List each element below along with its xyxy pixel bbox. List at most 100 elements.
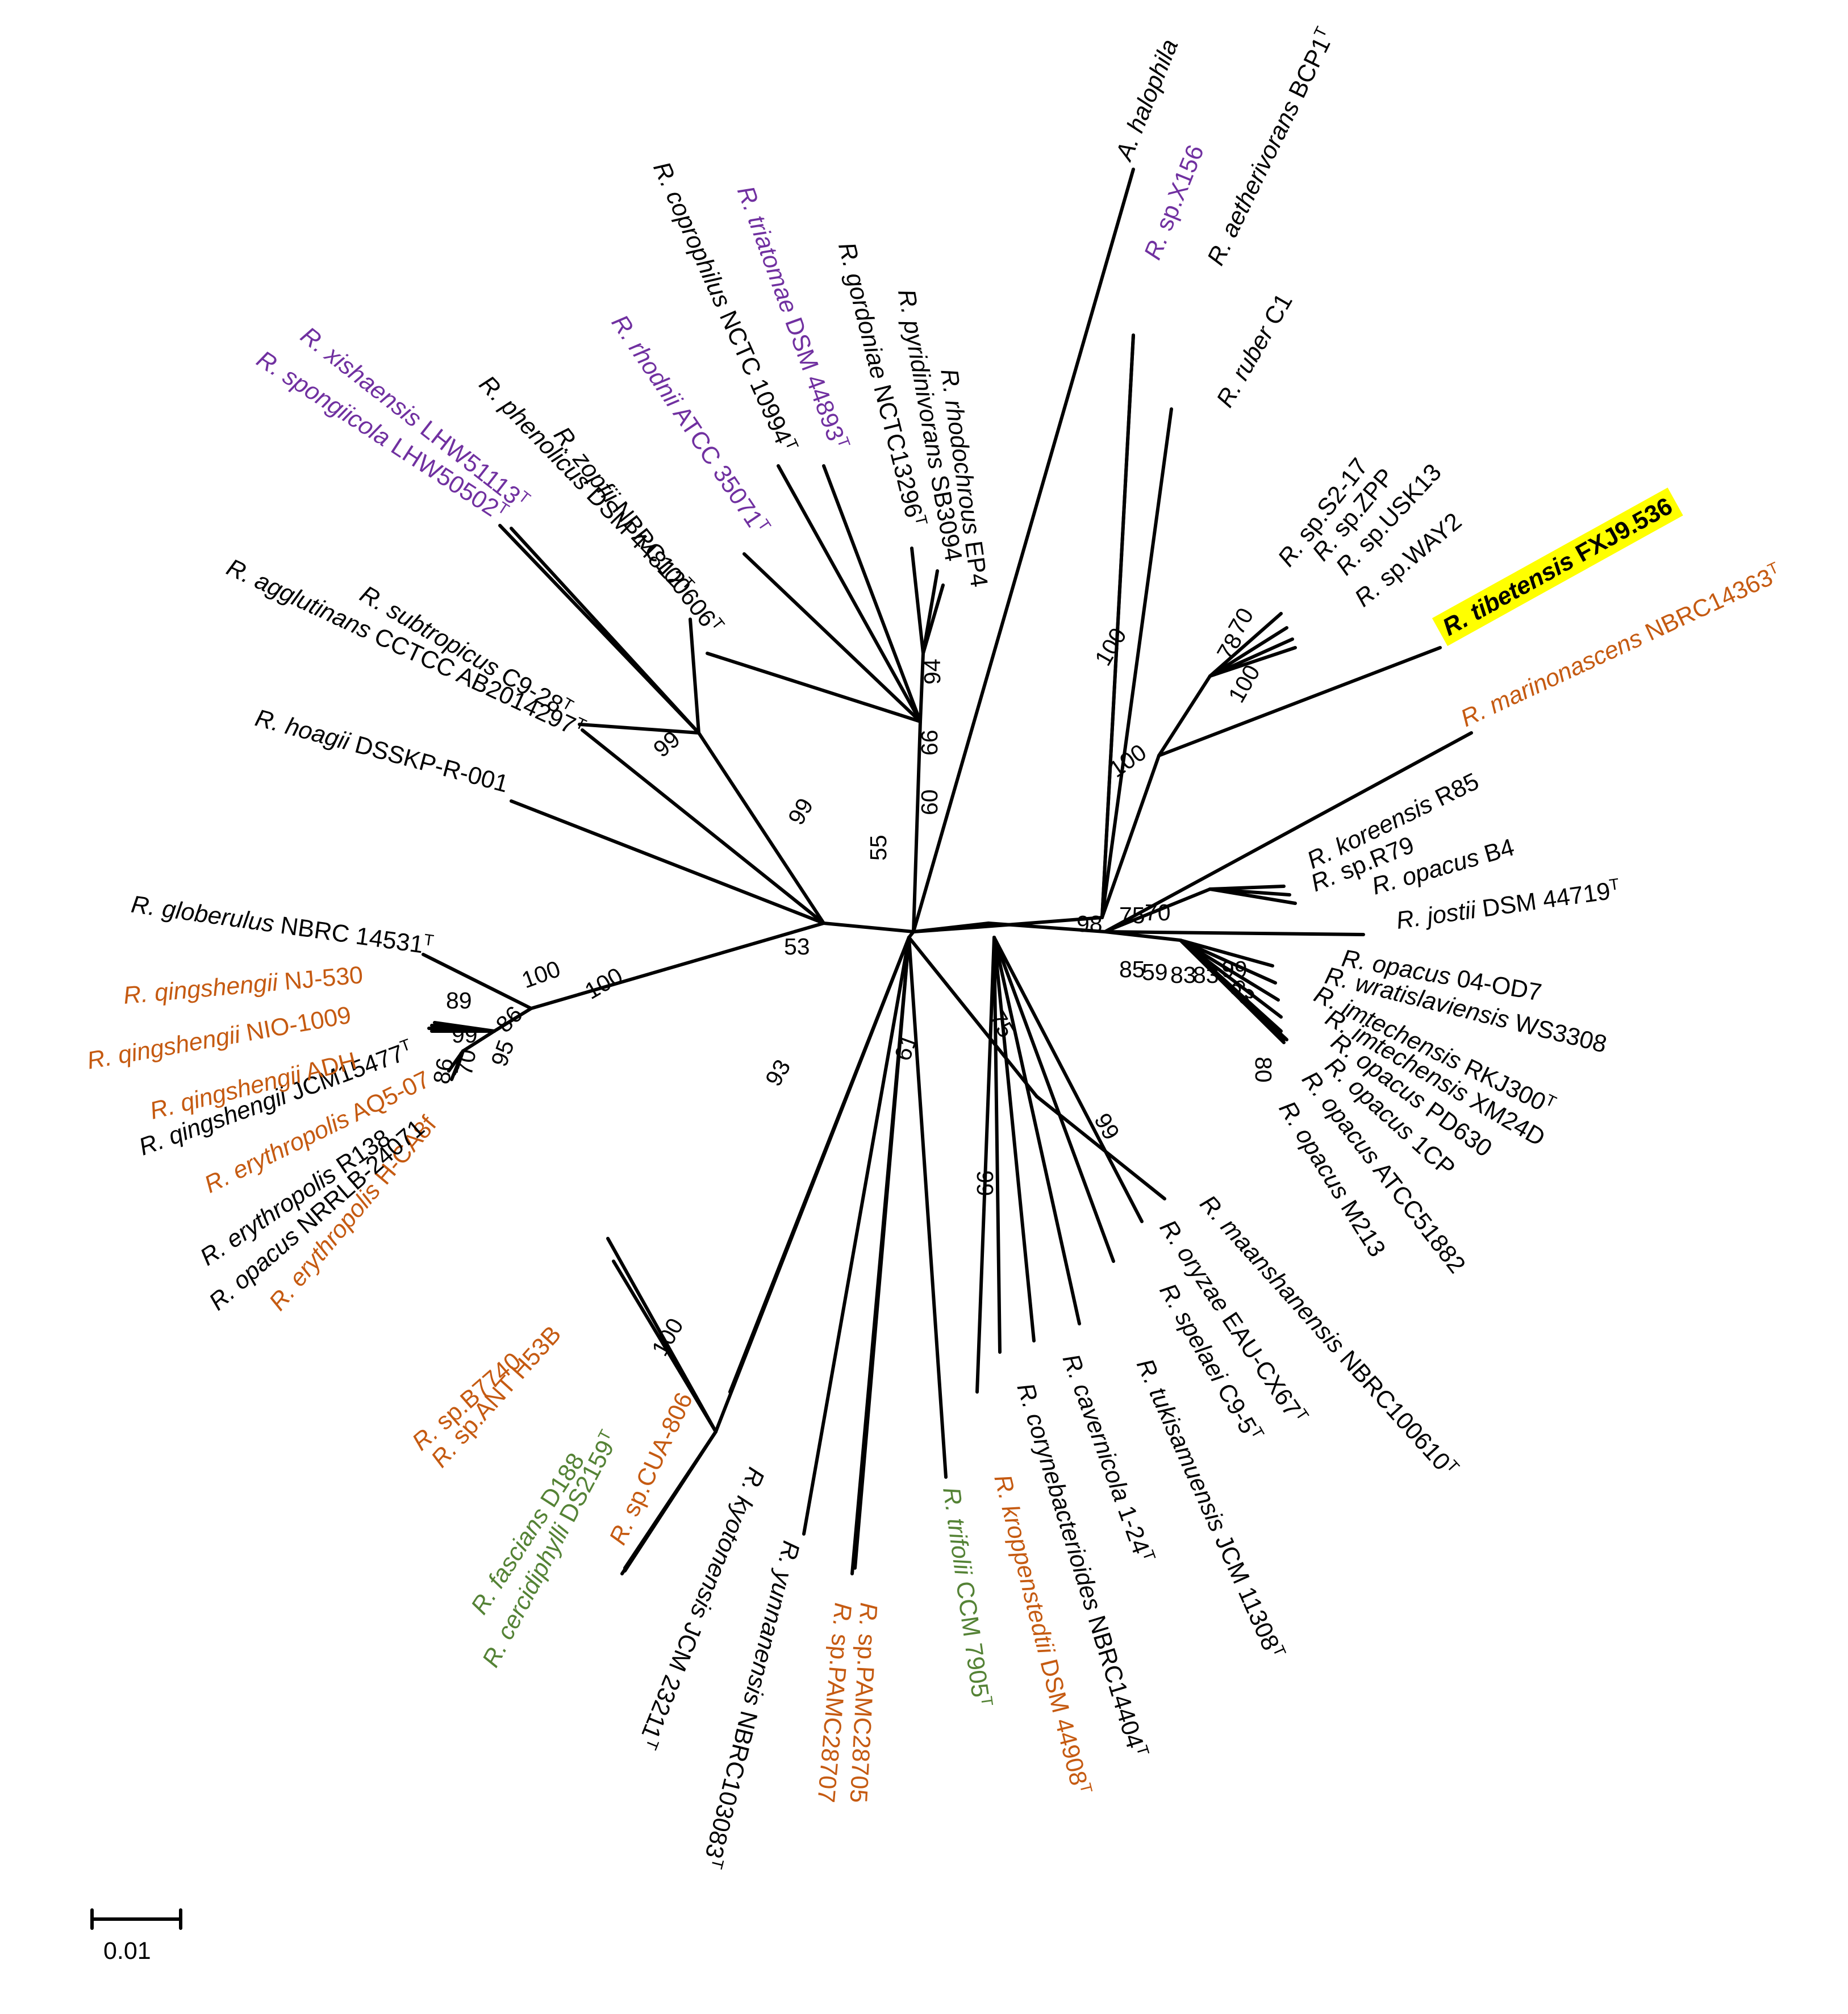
internal-branch <box>461 1029 496 1053</box>
tip-label: R. tukisamuensis JCM 11308T <box>1131 1354 1290 1663</box>
species-text: tibetensis <box>1466 547 1579 626</box>
tip-label: R. sp.ANT H53B <box>426 1321 567 1473</box>
terminal-branch <box>1179 939 1274 968</box>
bootstrap-value: 99 <box>1221 956 1248 982</box>
strain-text: DSM 44908 <box>1034 1657 1092 1788</box>
tip-label: R. sp.CUA-806 <box>604 1388 698 1549</box>
tip-label: R. ruber C1 <box>1211 289 1298 412</box>
internal-branch <box>912 720 922 933</box>
strain-text: JCM 23211 <box>636 1619 707 1743</box>
strain-text: CCM 7905 <box>950 1579 994 1699</box>
terminal-branch <box>1208 887 1297 905</box>
species-text: tukisamuensis <box>1144 1383 1232 1536</box>
species-text: agglutinans <box>251 567 376 644</box>
species-text: kroppenstedtii <box>996 1502 1060 1657</box>
terminal-branch <box>510 527 700 735</box>
tip-label: R. sp.X156 <box>1139 141 1209 264</box>
tip-label: R. hoagii DSSKP-R-001 <box>252 704 511 798</box>
bootstrap-value: 75 <box>1119 902 1145 928</box>
species-text: rhodnii <box>623 336 687 412</box>
strain-text: NBRC14404 <box>1083 1612 1149 1752</box>
strain-text: JCM 11308 <box>1209 1531 1284 1654</box>
internal-branch <box>822 921 915 933</box>
species-text: qingshengii <box>153 969 280 1007</box>
internal-branch <box>1100 754 1161 919</box>
internal-branch <box>907 936 1038 1098</box>
terminal-branch <box>1157 646 1442 757</box>
species-text: coprophilus <box>661 186 736 311</box>
terminal-branch <box>992 936 1081 1325</box>
bootstrap-value: 95 <box>486 1036 519 1070</box>
internal-branch <box>1103 887 1212 933</box>
terminal-branch <box>706 652 922 723</box>
scale-bar: 0.01 <box>90 1908 182 1965</box>
terminal-branch <box>1208 646 1297 678</box>
tip-label: R. aetherivorans BCP1T <box>1201 24 1341 270</box>
genus-text: R. <box>892 287 924 316</box>
terminal-branch <box>912 168 1135 933</box>
tip-label: R. globerulus NBRC 14531T <box>130 889 435 960</box>
bootstrap-value: 99 <box>452 1021 478 1048</box>
bootstrap-value: 55 <box>865 835 891 861</box>
terminal-branch <box>1208 626 1288 678</box>
sup-text: T <box>1608 875 1620 894</box>
bootstrap-value: 93 <box>760 1055 796 1090</box>
species-text: jostii <box>1422 896 1478 931</box>
scale-bar-label: 0.01 <box>103 1937 151 1965</box>
terminal-branch <box>802 936 911 1536</box>
internal-branch <box>919 652 925 723</box>
terminal-branch <box>1179 939 1277 985</box>
bootstrap-value: 85 <box>1119 956 1145 982</box>
species-text: marinonascens <box>1485 624 1647 719</box>
strain-text: NBRC100606 <box>607 497 721 632</box>
terminal-branch <box>742 552 922 723</box>
terminal-branch <box>1103 930 1365 936</box>
terminal-branch <box>728 936 911 1394</box>
species-text: triatomae <box>742 212 803 317</box>
tip-label: R. cercidiphylli DS2159T <box>475 1427 624 1671</box>
internal-branch <box>912 925 979 933</box>
strain-text: sp.CUA-806 <box>618 1388 698 1521</box>
terminal-branch <box>850 936 911 1575</box>
tip-label: R. spongiicola LHW50502T <box>252 344 512 527</box>
species-text: trifolii <box>942 1516 977 1577</box>
terminal-branch <box>1100 407 1173 919</box>
terminal-branch <box>907 936 948 1479</box>
species-text: globerulus <box>160 895 276 937</box>
terminal-branch <box>992 936 1144 1223</box>
terminal-branch <box>689 618 700 735</box>
species-text: qingshengii <box>116 1021 243 1069</box>
strain-text: CCTCC AB2014297 <box>370 623 579 740</box>
terminal-branch <box>910 547 925 655</box>
genus-text: R. <box>827 1602 857 1628</box>
bootstrap-value: 53 <box>784 933 810 960</box>
species-text: aetherivorans <box>1216 97 1305 241</box>
genus-text: R. <box>130 891 157 921</box>
terminal-branch <box>1179 939 1280 1002</box>
terminal-branch <box>581 728 825 925</box>
strain-text: ATCC 35071 <box>668 401 768 532</box>
strain-text: DSSKP-R-001 <box>352 731 511 798</box>
bootstrap-value: 83 <box>1193 962 1219 988</box>
bootstrap-value: 100 <box>1090 623 1132 670</box>
terminal-branch <box>777 464 922 723</box>
terminal-branch <box>1035 1095 1166 1200</box>
strain-text: WS3308 <box>1512 1009 1609 1058</box>
terminal-branch <box>921 583 945 655</box>
terminal-branch <box>975 936 996 1394</box>
bootstrap-value: 100 <box>518 956 564 994</box>
tip-label: R. tibetensis FXJ9.536 <box>1438 493 1677 641</box>
tip-label: R. triatomae DSM 44893T <box>732 182 854 453</box>
tip-label: R. trifolii CCM 7905T <box>937 1485 996 1708</box>
strain-text: BCP1 <box>1283 33 1336 102</box>
terminal-branch <box>1103 731 1473 933</box>
terminal-branch <box>992 936 1002 1354</box>
terminal-branch <box>578 723 700 735</box>
species-text: kyotonensis <box>685 1492 758 1623</box>
terminal-branch <box>620 1430 717 1575</box>
internal-branch <box>1157 674 1212 757</box>
tip-label: R. qingshengii NJ-530 <box>122 961 364 1010</box>
terminal-branch <box>606 1237 717 1433</box>
strain-text: NBRC100610 <box>1334 1345 1455 1475</box>
